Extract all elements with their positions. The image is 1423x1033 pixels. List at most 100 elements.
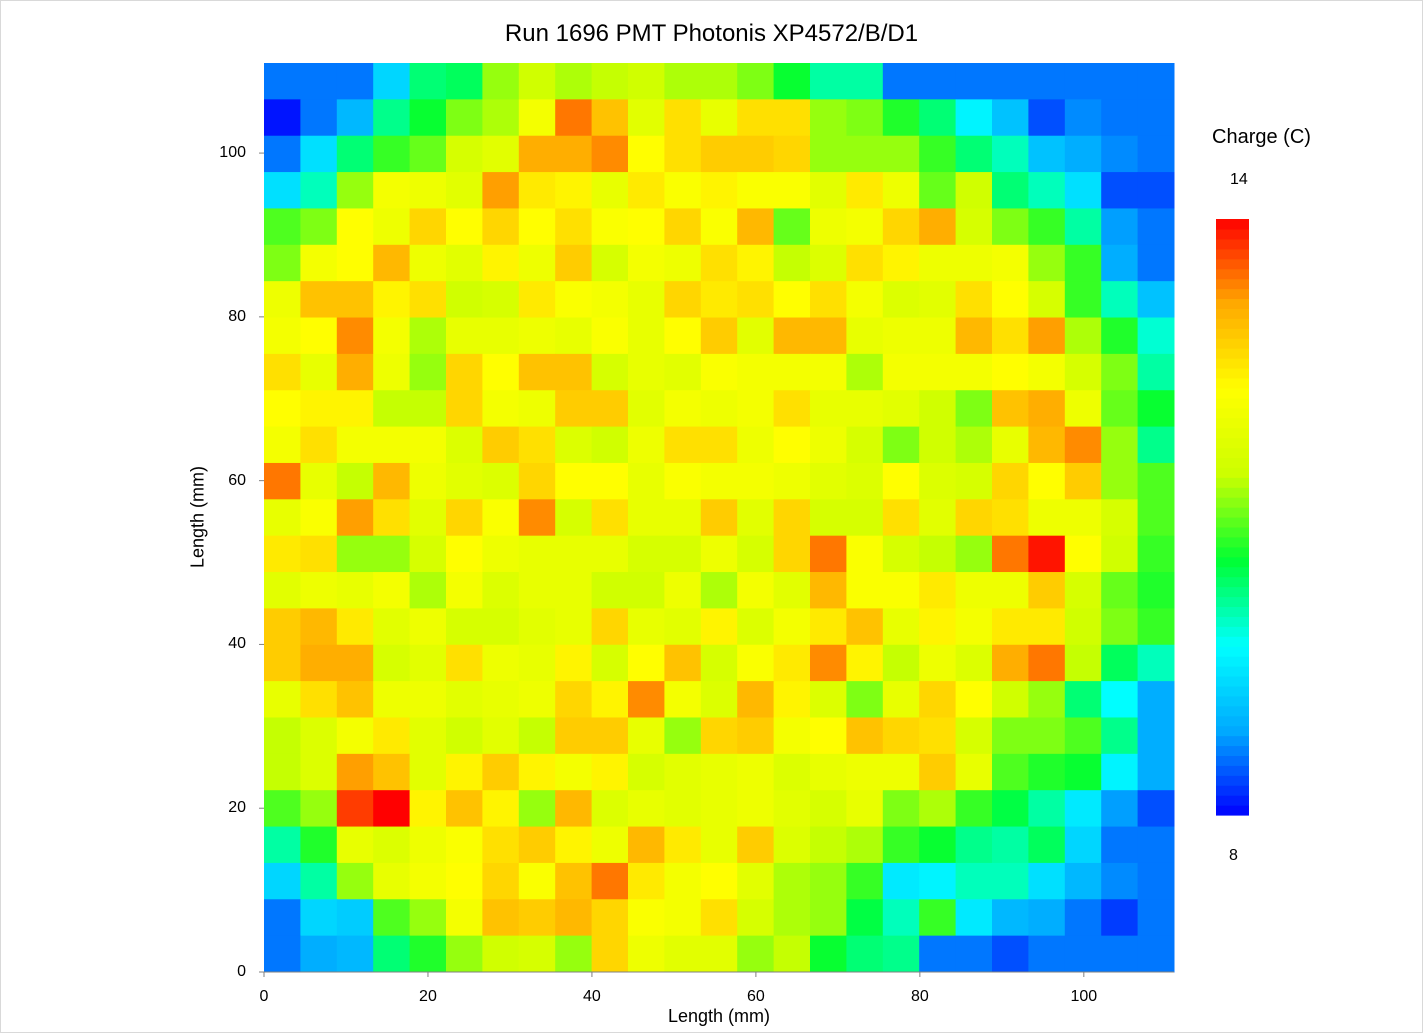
heatmap-cell	[482, 353, 520, 391]
heatmap-cell	[482, 281, 520, 319]
colorbar-band	[1216, 675, 1249, 687]
heatmap-cell	[737, 790, 775, 828]
heatmap-cell	[882, 499, 920, 537]
heatmap-cell	[336, 826, 374, 864]
colorbar-band	[1216, 497, 1249, 508]
heatmap-cell	[846, 63, 884, 100]
heatmap-cell	[955, 353, 993, 391]
heatmap-cell	[955, 644, 993, 682]
heatmap-cell	[992, 317, 1029, 355]
colorbar-band	[1216, 755, 1249, 766]
colorbar-band	[1216, 695, 1249, 707]
heatmap-cell	[446, 681, 483, 718]
heatmap-cell	[336, 317, 374, 355]
heatmap-cell	[1064, 499, 1102, 537]
heatmap-cell	[373, 717, 411, 755]
heatmap-cell	[882, 317, 920, 355]
heatmap-cell	[664, 426, 702, 464]
heatmap-cell	[773, 135, 811, 173]
heatmap-cell	[1101, 644, 1139, 682]
heatmap-cell	[373, 353, 411, 391]
heatmap-cell	[992, 644, 1029, 682]
heatmap-cell	[591, 681, 629, 718]
heatmap-cell	[992, 426, 1029, 464]
heatmap-cell	[518, 99, 556, 137]
heatmap-cell	[300, 135, 338, 173]
heatmap-cell	[1137, 535, 1175, 573]
heatmap-cell	[700, 281, 738, 319]
heatmap-cell	[300, 99, 338, 137]
heatmap-cell	[882, 935, 920, 973]
heatmap-cell	[1137, 899, 1175, 937]
heatmap-cell	[373, 426, 411, 464]
heatmap-cell	[555, 572, 593, 609]
heatmap-cell	[409, 572, 447, 609]
heatmap-cell	[955, 935, 993, 973]
heatmap-cell	[700, 753, 738, 791]
heatmap-cell	[1064, 790, 1102, 828]
heatmap-cell	[300, 390, 338, 428]
heatmap-cell	[700, 862, 738, 900]
heatmap-cell	[628, 353, 665, 391]
heatmap-cell	[591, 317, 629, 355]
heatmap-cell	[773, 172, 811, 209]
heatmap-cell	[446, 244, 483, 282]
heatmap-cell	[773, 899, 811, 937]
heatmap-cell	[846, 572, 884, 609]
colorbar-band	[1216, 666, 1249, 677]
heatmap-cell	[1064, 681, 1102, 718]
heatmap-cell	[518, 862, 556, 900]
heatmap-cell	[846, 753, 884, 791]
heatmap-cell	[446, 353, 483, 391]
heatmap-cell	[992, 172, 1029, 209]
heatmap-cell	[591, 499, 629, 537]
heatmap-cell	[1101, 63, 1139, 100]
heatmap-cell	[628, 135, 665, 173]
heatmap-cell	[846, 99, 884, 137]
heatmap-cell	[700, 462, 738, 500]
heatmap-cell	[810, 753, 847, 791]
heatmap-cell	[955, 390, 993, 428]
heatmap-cell	[1137, 681, 1175, 718]
heatmap-cell	[555, 244, 593, 282]
heatmap-cell	[737, 681, 775, 718]
heatmap-cell	[700, 390, 738, 428]
heatmap-cell	[555, 390, 593, 428]
heatmap-cell	[482, 608, 520, 646]
heatmap-cell	[409, 99, 447, 137]
heatmap-cell	[409, 244, 447, 282]
colorbar-band	[1216, 358, 1249, 369]
heatmap-cell	[1101, 462, 1139, 500]
heatmap-cell	[1064, 826, 1102, 864]
heatmap-cell	[1137, 753, 1175, 791]
heatmap-cell	[446, 208, 483, 246]
heatmap-cell	[518, 244, 556, 282]
heatmap-cell	[628, 99, 665, 137]
heatmap-cell	[919, 826, 957, 864]
heatmap-cell	[336, 281, 374, 319]
heatmap-cell	[628, 317, 665, 355]
heatmap-cell	[737, 535, 775, 573]
heatmap-cell	[955, 281, 993, 319]
heatmap-cell	[264, 753, 301, 791]
heatmap-cell	[555, 281, 593, 319]
colorbar-band	[1216, 507, 1249, 518]
heatmap-cell	[773, 462, 811, 500]
heatmap-cell	[373, 572, 411, 609]
heatmap-cell	[1137, 499, 1175, 537]
heatmap-cell	[446, 172, 483, 209]
colorbar-band	[1216, 417, 1249, 429]
heatmap-cell	[373, 244, 411, 282]
heatmap-cell	[992, 499, 1029, 537]
heatmap-cell	[518, 935, 556, 973]
heatmap-cell	[773, 717, 811, 755]
heatmap-cell	[882, 390, 920, 428]
heatmap-cell	[882, 63, 920, 100]
heatmap-cell	[300, 317, 338, 355]
heatmap-cell	[409, 753, 447, 791]
colorbar-band	[1216, 377, 1249, 389]
heatmap-cell	[992, 244, 1029, 282]
heatmap-cell	[518, 390, 556, 428]
heatmap-cell	[737, 462, 775, 500]
heatmap-cell	[409, 63, 447, 100]
